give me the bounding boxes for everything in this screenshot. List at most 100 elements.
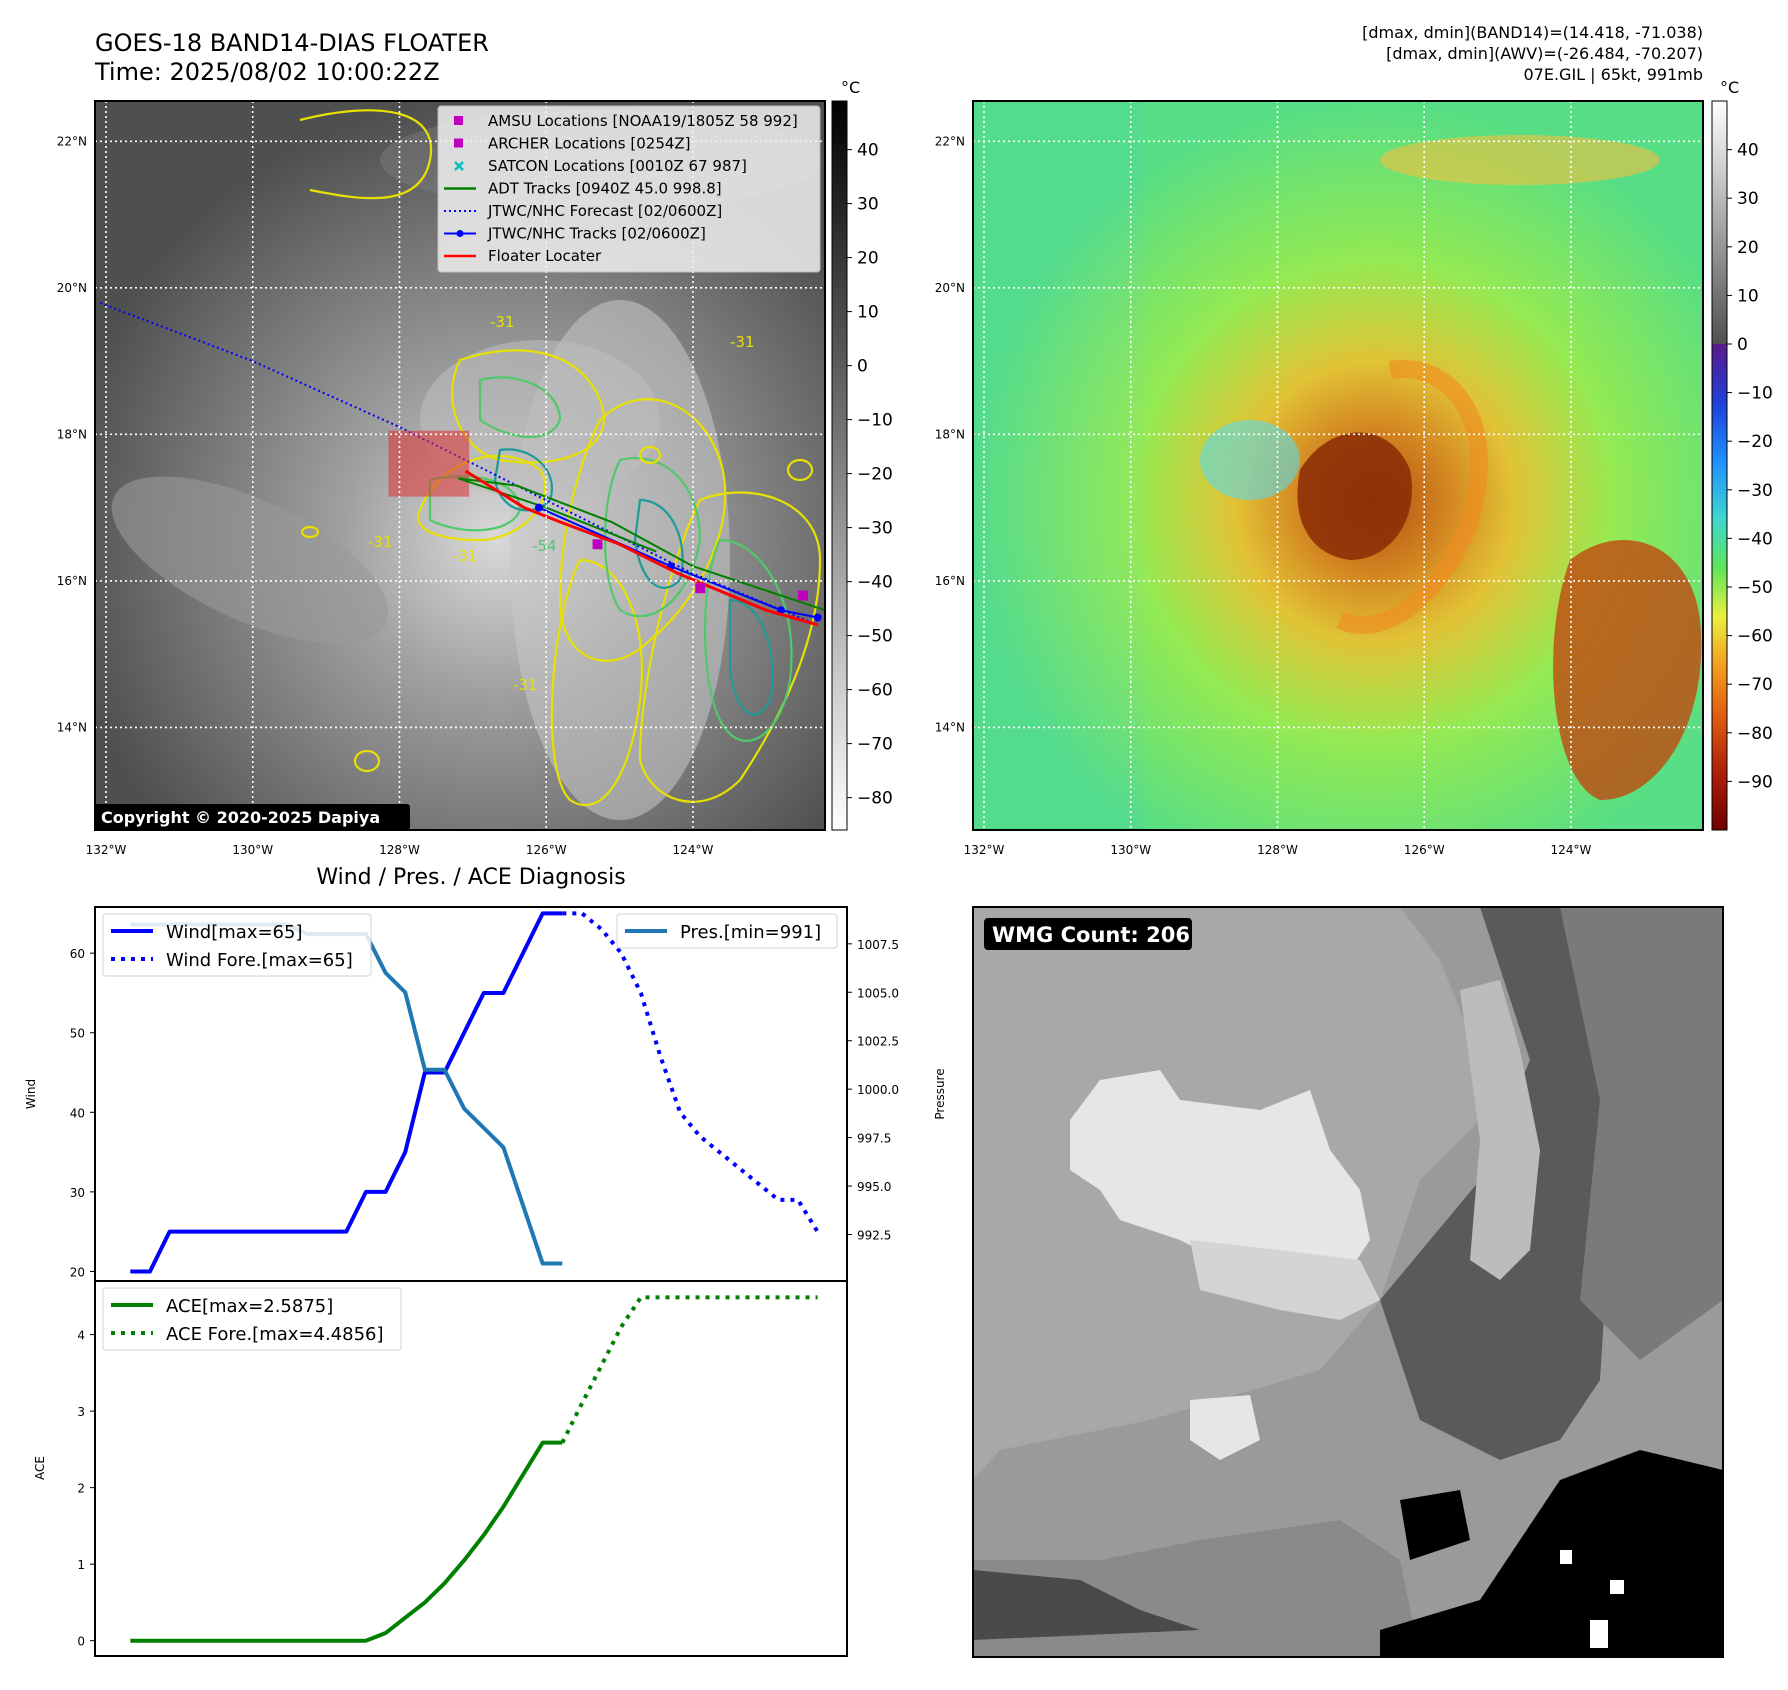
- legend-entry-label: JTWC/NHC Forecast [02/0600Z]: [487, 202, 722, 220]
- ytick-right-label: 992.5: [857, 1228, 891, 1242]
- legend-entry-label: Floater Locater: [488, 247, 602, 265]
- pressure-legend: Pres.[min=991]: [616, 913, 838, 949]
- legend-entry-label: JTWC/NHC Tracks [02/0600Z]: [487, 225, 706, 243]
- wind-legend: Wind[max=65] Wind Fore.[max=65]: [102, 913, 372, 977]
- series-line: [130, 1440, 563, 1643]
- wmg-count-label: WMG Count: 206: [992, 923, 1190, 947]
- amsu-location-marker: [797, 590, 808, 601]
- colorbar-tick-label: −70: [857, 735, 893, 755]
- legend-wind: Wind[max=65]: [166, 922, 303, 943]
- awv-lat-tick: 20°N: [935, 281, 965, 295]
- amsu-location-marker: [592, 539, 603, 550]
- floater-locater-line: [464, 469, 819, 627]
- awv-lat-tick: 14°N: [935, 720, 965, 734]
- copyright-label: Copyright © 2020-2025 Dapiya: [101, 808, 380, 827]
- colorbar-tick-label: 30: [1737, 189, 1759, 209]
- awv-lon-tick: 130°W: [1110, 843, 1151, 857]
- ir-lon-tick: 126°W: [526, 843, 567, 857]
- legend-wind-forecast: Wind Fore.[max=65]: [166, 950, 353, 971]
- ytick-label: 40: [70, 1106, 85, 1120]
- ir-legend: AMSU Locations [NOAA19/1805Z 58 992] ARCH…: [437, 105, 821, 273]
- colorbar-tick-label: 10: [857, 303, 879, 323]
- ytick-label: 2: [77, 1482, 85, 1496]
- ytick-right-label: 997.5: [857, 1132, 891, 1146]
- awv-lat-tick: 22°N: [935, 134, 965, 148]
- legend-ace-forecast: ACE Fore.[max=4.4856]: [166, 1324, 384, 1345]
- legend-entry-label: ARCHER Locations [0254Z]: [488, 135, 691, 153]
- legend-marker-x: [454, 161, 464, 171]
- ytick-label: 50: [70, 1027, 85, 1041]
- stats-band14: [dmax, dmin](BAND14)=(14.418, -71.038): [1362, 23, 1703, 42]
- ir-lat-tick: 16°N: [57, 574, 87, 588]
- legend-entry-label: AMSU Locations [NOAA19/1805Z 58 992]: [488, 112, 798, 130]
- series-line: [562, 911, 820, 1233]
- awv-colorbar: °C 40 30 20 10 0 −10 −20 −30 −40 −50 −60 −70 −80 −90: [1711, 78, 1773, 831]
- ytick-right-label: 1000.0: [857, 1083, 899, 1097]
- awv-lon-tick: 128°W: [1257, 843, 1298, 857]
- legend-ace: ACE[max=2.5875]: [166, 1296, 333, 1317]
- nhc-track-point: [813, 613, 822, 622]
- ir-colorbar: °C 40 30 20 10 0 −10 −20 −30 −40 −50 −60 −70 −80: [831, 78, 893, 831]
- contour-labels: -31 -31 -54 -31 -31 -31: [368, 313, 755, 694]
- colorbar-tick-label: −50: [857, 627, 893, 647]
- ir-map-panel: -31 -31 -54 -31 -31 -31 Copyright © 2020…: [57, 100, 826, 857]
- colorbar-tick-label: −60: [857, 681, 893, 701]
- ytick-label: 3: [77, 1405, 85, 1419]
- colorbar-tick-label: −10: [857, 411, 893, 431]
- ir-lat-tick: 22°N: [57, 134, 87, 148]
- ir-lat-tick: 20°N: [57, 281, 87, 295]
- forecast-track-line: [98, 301, 819, 626]
- colorbar-tick-label: −10: [1737, 384, 1773, 404]
- awv-lon-tick: 126°W: [1404, 843, 1445, 857]
- ir-lon-tick: 128°W: [379, 843, 420, 857]
- ir-lon-tick: 130°W: [232, 843, 273, 857]
- wind-ylabel: Wind: [24, 1079, 38, 1109]
- ytick-label: 20: [70, 1265, 85, 1279]
- legend-marker-square: [454, 138, 463, 148]
- awv-lon-tick: 132°W: [964, 843, 1005, 857]
- wmg-panel: WMG Count: 206: [972, 906, 1724, 1658]
- ir-lat-tick: 18°N: [57, 427, 87, 441]
- nhc-track-point: [534, 503, 543, 512]
- ytick-right-label: 1002.5: [857, 1035, 899, 1049]
- ytick-right-label: 1005.0: [857, 986, 899, 1000]
- colorbar-tick-label: −40: [857, 573, 893, 593]
- colorbar-tick-label: −70: [1737, 675, 1773, 695]
- stats-awv: [dmax, dmin](AWV)=(-26.484, -70.207): [1386, 44, 1703, 63]
- legend-entry-label: SATCON Locations [0010Z 67 987]: [488, 157, 747, 175]
- storm-info: 07E.GIL | 65kt, 991mb: [1524, 65, 1704, 84]
- wind-pressure-chart: 20 30 40 50 60 992.5 995.0 997.5 1000.0 1002.5 100…: [24, 906, 947, 1282]
- colorbar-tick-label: 40: [1737, 141, 1759, 161]
- ace-chart: 0 1 2 3 4 ACE ACE[max=2.5875] ACE Fore.[max=…: [33, 1280, 848, 1657]
- colorbar-tick-label: 20: [1737, 238, 1759, 258]
- floater-locater-box: [388, 430, 470, 497]
- colorbar-tick-label: −80: [857, 789, 893, 809]
- ir-colorbar-unit: °C: [841, 78, 860, 97]
- legend-entry-label: ADT Tracks [0940Z 45.0 998.8]: [488, 180, 722, 198]
- ir-lon-tick: 124°W: [673, 843, 714, 857]
- contour-label: -31: [368, 533, 393, 551]
- colorbar-tick-label: 30: [857, 195, 879, 215]
- ytick-label: 4: [77, 1329, 85, 1343]
- colorbar-tick-label: −40: [1737, 529, 1773, 549]
- figure-time: Time: 2025/08/02 10:00:22Z: [94, 58, 440, 86]
- ytick-label: 1: [77, 1558, 85, 1572]
- nhc-track-point: [776, 606, 785, 615]
- wmg-imagery: [973, 907, 1723, 1657]
- contour-label: -31: [490, 313, 515, 331]
- ace-legend: ACE[max=2.5875] ACE Fore.[max=4.4856]: [102, 1287, 402, 1351]
- awv-colorbar-unit: °C: [1720, 78, 1739, 97]
- colorbar-tick-label: −20: [857, 465, 893, 485]
- colorbar-tick-label: −30: [857, 519, 893, 539]
- ytick-label: 60: [70, 947, 85, 961]
- colorbar-tick-label: −20: [1737, 432, 1773, 452]
- contour-label: -31: [453, 547, 478, 565]
- ytick-label: 0: [77, 1635, 85, 1649]
- colorbar-tick-label: −90: [1737, 772, 1773, 792]
- awv-imagery: [973, 101, 1703, 830]
- nhc-track-line: [538, 506, 818, 619]
- contour-label: -54: [532, 537, 557, 555]
- ace-ylabel: ACE: [33, 1456, 47, 1480]
- colorbar-tick-label: 40: [857, 141, 879, 161]
